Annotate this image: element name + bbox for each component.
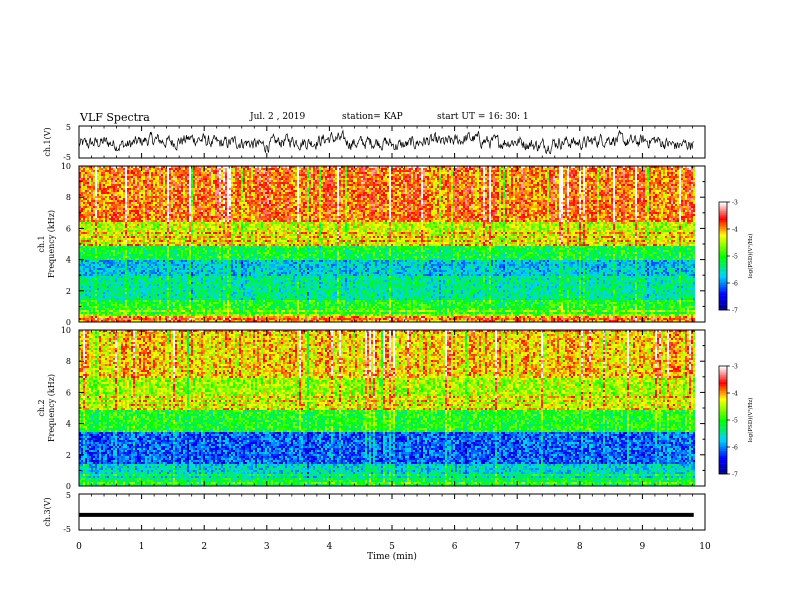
- ch1-ylabel-frequency: Frequency (kHz): [47, 210, 56, 278]
- x-tick-label: 4: [327, 542, 333, 552]
- ch1-ytick-label: 4: [66, 256, 71, 265]
- x-tick-label: 10: [699, 542, 711, 552]
- ch1-ytick-label: 6: [66, 224, 71, 233]
- ch1-colorbar: [719, 202, 727, 311]
- ch2-ylabel-channel: ch.2: [37, 399, 46, 416]
- ch2-ytick-label: 0: [66, 482, 71, 491]
- ch1-ytick-label: -5: [63, 153, 71, 162]
- x-tick-label: 3: [264, 542, 270, 552]
- ch1-ylabel: ch.1(V): [43, 127, 52, 156]
- ch1-colorbar-label: log(PSD)(V²/Hz): [747, 234, 754, 279]
- station-label: station= KAP: [342, 112, 403, 122]
- x-tick-label: 7: [514, 542, 520, 552]
- ch1-colorbar-tick-label: -4: [732, 227, 738, 234]
- x-tick-label: 1: [139, 542, 145, 552]
- ch2-colorbar-label: log(PSD)(V²/Hz): [747, 398, 754, 443]
- chart-title: VLF Spectra: [80, 111, 150, 124]
- ch2-colorbar-tick-label: -7: [732, 472, 738, 479]
- ch1-colorbar-tick-label: -6: [732, 281, 738, 288]
- x-tick-label: 6: [452, 542, 458, 552]
- start-time-label: start UT = 16: 30: 1: [437, 112, 529, 122]
- ch1-ytick-label: 0: [66, 318, 71, 327]
- x-axis-label: Time (min): [367, 551, 417, 562]
- ch2-ytick-label: 2: [66, 451, 71, 460]
- x-tick-label: 8: [577, 542, 583, 552]
- ch1-colorbar-tick-label: -7: [732, 308, 738, 315]
- ch1-ytick-label: 10: [61, 162, 71, 171]
- ch1-ytick-label: 8: [66, 193, 71, 202]
- ch1-colorbar-tick-label: -5: [732, 254, 738, 261]
- ch1-waveform-line: [78, 129, 694, 155]
- ch3-ylabel: ch.3(V): [43, 497, 52, 526]
- ch2-ytick-label: 4: [66, 420, 71, 429]
- x-tick-label: 9: [640, 542, 646, 552]
- ch1-ytick-label: 5: [66, 123, 71, 132]
- x-tick-label: 0: [76, 542, 82, 552]
- ch2-spectrogram-image: [79, 330, 696, 487]
- date-label: Jul. 2 , 2019: [250, 112, 305, 122]
- x-tick-label: 2: [201, 542, 207, 552]
- ch1-ytick-label: 2: [66, 287, 71, 296]
- ch2-colorbar: [719, 366, 727, 475]
- ch3-panel-frame: [78, 493, 706, 531]
- ch2-colorbar-tick-label: -5: [732, 418, 738, 425]
- ch3-ytick-label: 5: [66, 491, 71, 500]
- ch1-colorbar-tick-label: -3: [732, 200, 738, 207]
- ch1-ylabel-channel: ch.1: [37, 235, 46, 252]
- x-tick-label: 5: [389, 542, 395, 552]
- ch2-colorbar-tick-label: -6: [732, 445, 738, 452]
- ch2-ylabel-frequency: Frequency (kHz): [47, 374, 56, 442]
- ch2-ytick-label: 10: [61, 326, 71, 335]
- ch2-ytick-label: 8: [66, 357, 71, 366]
- ch2-colorbar-tick-label: -4: [732, 391, 738, 398]
- ch2-ytick-label: 6: [66, 388, 71, 397]
- ch2-colorbar-tick-label: -3: [732, 364, 738, 371]
- ch3-ytick-label: -5: [63, 525, 71, 534]
- ch1-spectrogram-image: [79, 166, 696, 323]
